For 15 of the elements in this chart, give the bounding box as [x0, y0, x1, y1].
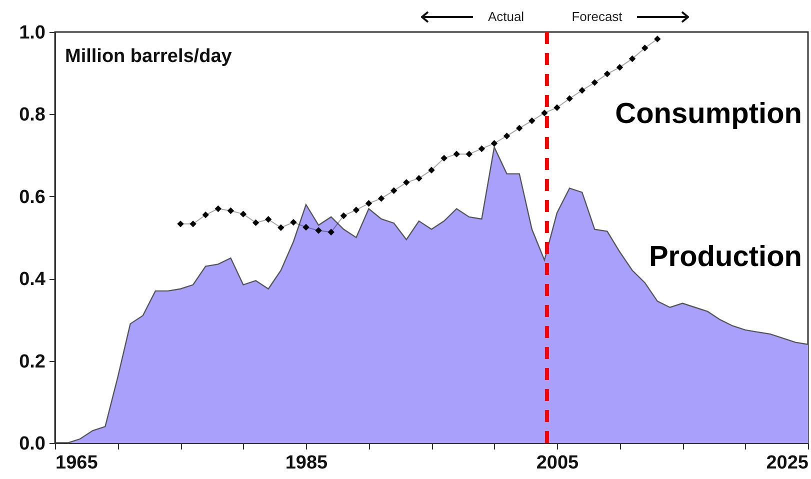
x-tick-label: 2025 — [766, 452, 809, 474]
y-tick-label: 0.0 — [19, 434, 46, 454]
y-tick-label: 0.6 — [19, 186, 46, 208]
x-tick-label: 1965 — [56, 452, 98, 474]
y-axis-title: Million barrels/day — [65, 46, 232, 67]
x-tick-label: 2005 — [536, 452, 580, 474]
y-tick-label: 0.4 — [19, 269, 46, 290]
text: Forecast — [572, 9, 623, 24]
y-tick-label: 1.0 — [19, 22, 46, 44]
y-tick-label: 0.2 — [19, 351, 46, 372]
x-tick-label: 1985 — [285, 452, 328, 474]
series-label: Production — [648, 241, 802, 273]
y-tick-label: 0.8 — [19, 104, 46, 126]
text: Actual — [488, 9, 524, 24]
series-label: Consumption — [615, 98, 802, 130]
